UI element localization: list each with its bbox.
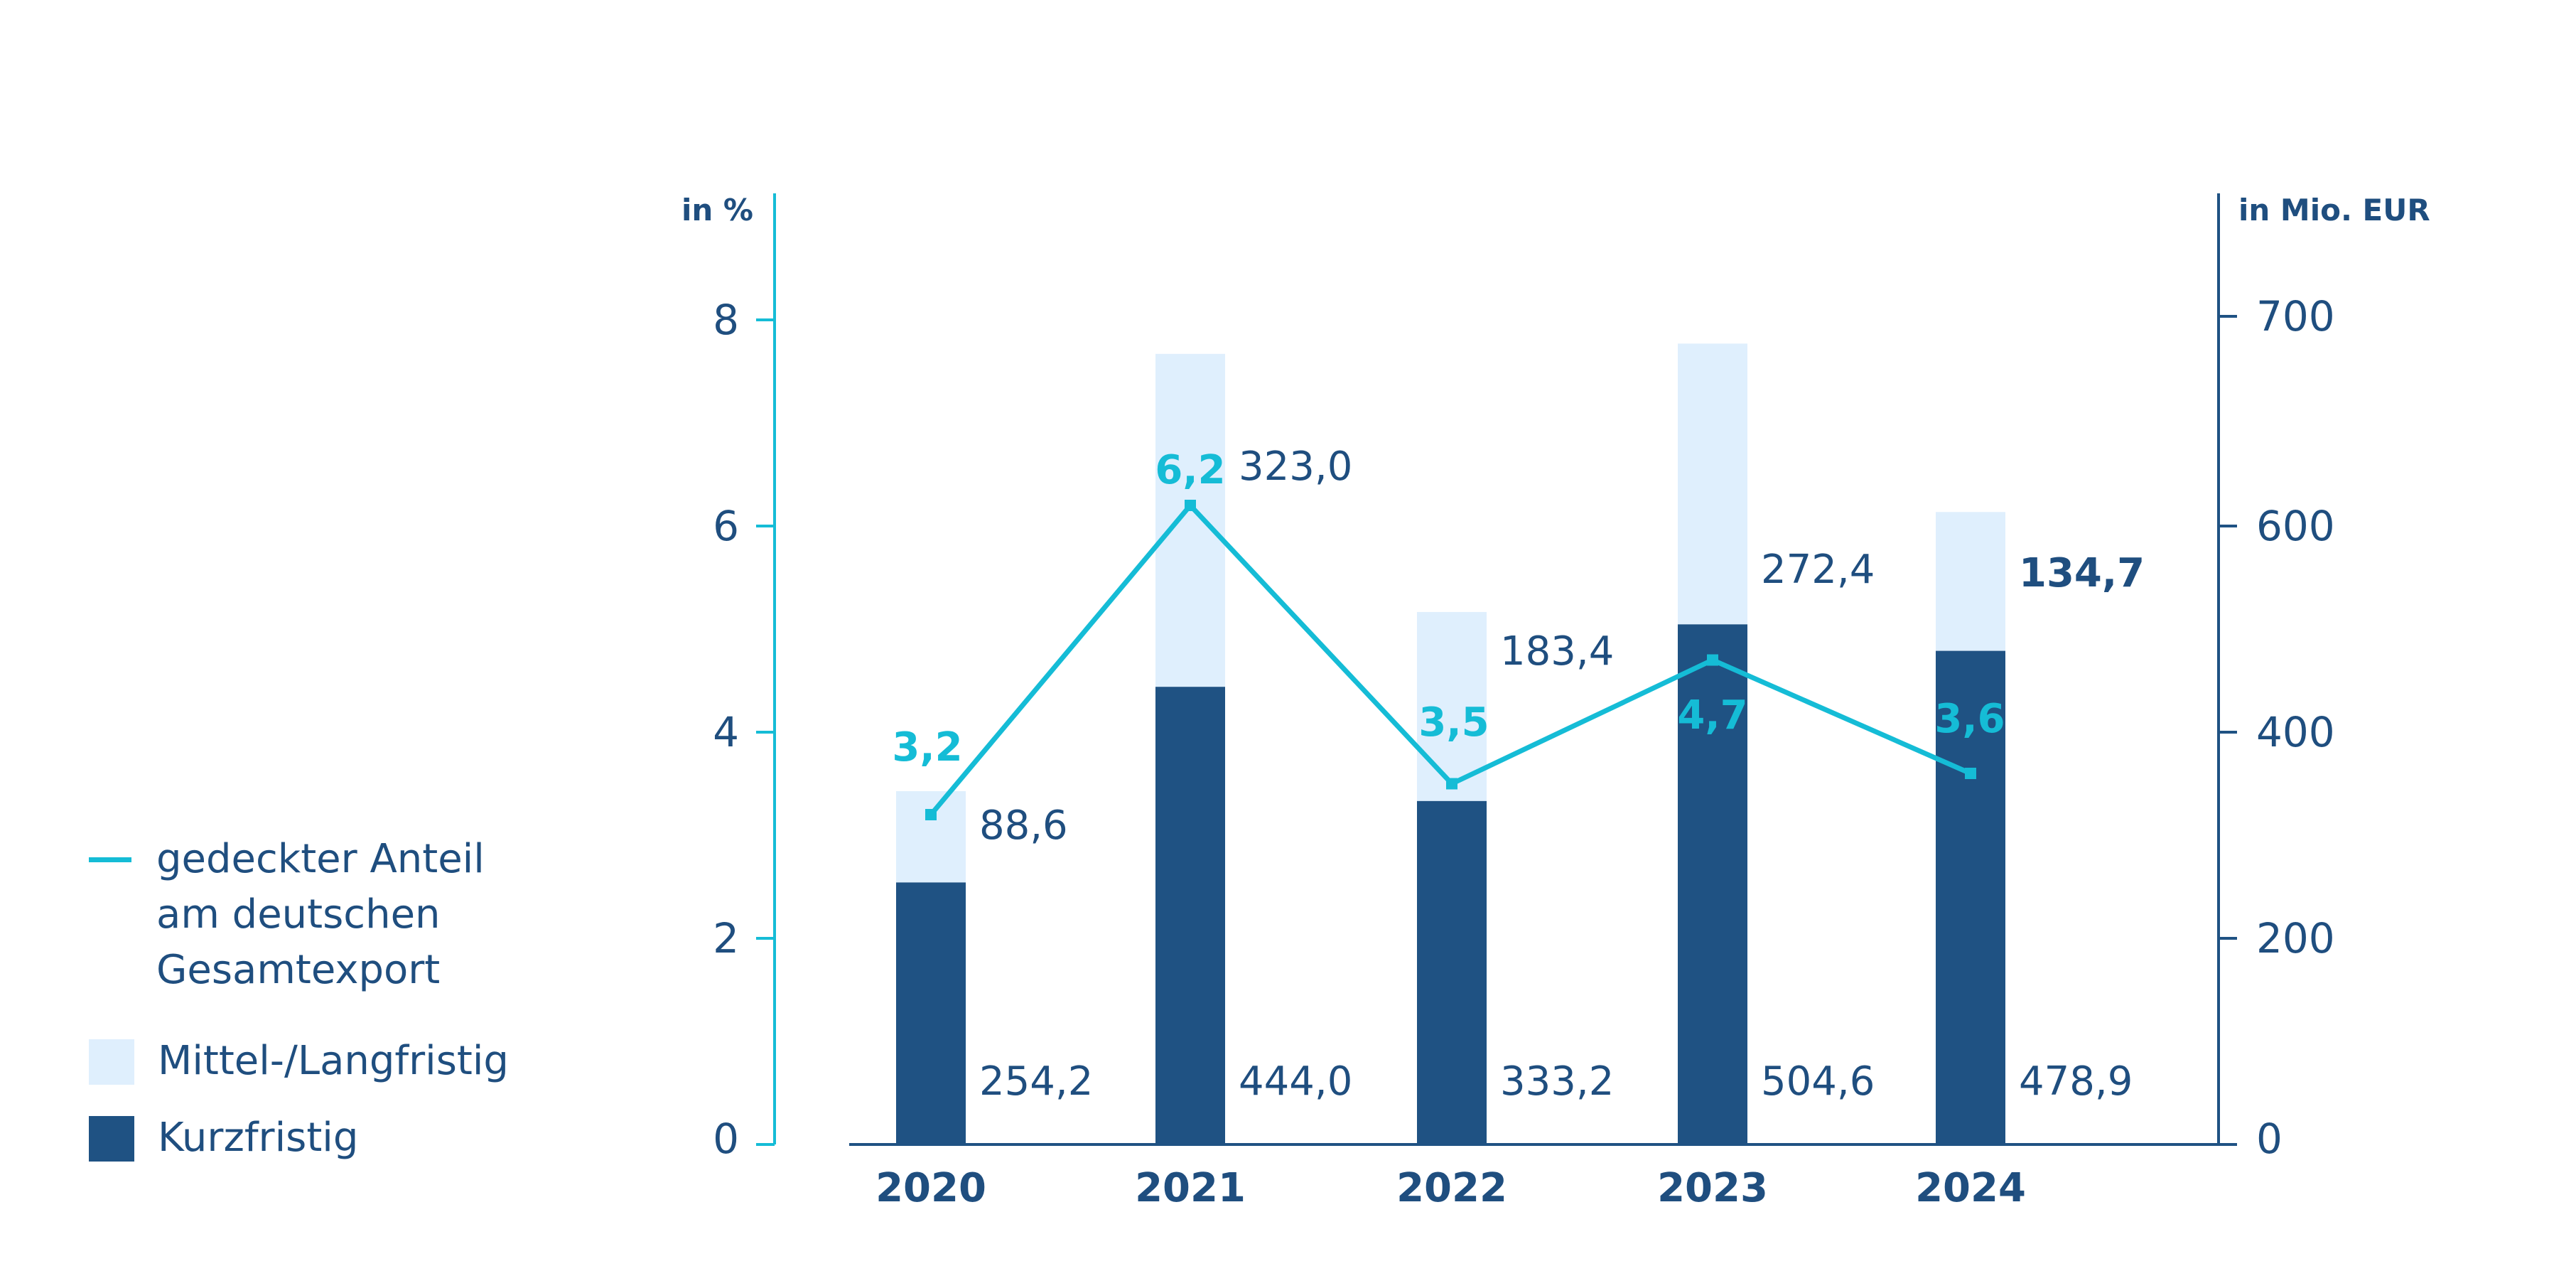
legend-item-line: gedeckter Anteil am deutschen Gesamtexpo… (89, 832, 586, 998)
line-label-2021: 6,2 (1155, 447, 1225, 493)
bar-label-mid-long-2022: 183,4 (1500, 628, 1614, 675)
bar-label-mid-long-2021: 323,0 (1239, 444, 1352, 490)
line-point-2022 (1446, 778, 1457, 790)
left-tick-label-8: 8 (713, 296, 739, 344)
line-point-2020 (925, 809, 937, 820)
x-tick-label-2024: 2024 (1915, 1165, 2026, 1211)
left-tick-label-4: 4 (713, 708, 739, 756)
line-point-2024 (1965, 768, 1976, 779)
bar-label-short-2024: 478,9 (2019, 1058, 2133, 1105)
x-tick-label-2021: 2021 (1135, 1165, 1246, 1211)
bar-short-2020 (896, 882, 966, 1144)
left-axis-title: in % (681, 193, 753, 227)
line-point-2023 (1707, 654, 1718, 666)
line-label-2023: 4,7 (1677, 692, 1747, 739)
legend-line-label-2: am deutschen (156, 891, 441, 938)
x-tick-label-2023: 2023 (1657, 1165, 1768, 1211)
bar-mid-long-2021 (1155, 353, 1225, 687)
bar-mid-long-2020 (896, 790, 966, 883)
bar-short-2022 (1417, 800, 1487, 1144)
bar-short-2024 (1936, 650, 2005, 1144)
legend-mid-long-label: Mittel-/Langfristig (158, 1038, 509, 1084)
legend: gedeckter Anteil am deutschen Gesamtexpo… (89, 832, 586, 1201)
bars-group (896, 343, 2005, 1144)
legend-line-swatch (89, 857, 131, 862)
legend-line-label-1: gedeckter Anteil (156, 836, 485, 882)
right-tick-label-200: 200 (2256, 914, 2335, 962)
legend-line-label: gedeckter Anteil am deutschen Gesamtexpo… (156, 832, 485, 998)
line-point-2021 (1185, 500, 1196, 511)
bar-label-mid-long-2023: 272,4 (1761, 547, 1875, 593)
right-tick-label-700: 700 (2256, 292, 2335, 340)
legend-item-short: Kurzfristig (89, 1110, 586, 1166)
bar-short-2021 (1155, 687, 1225, 1144)
legend-line-label-3: Gesamtexport (156, 947, 441, 993)
right-axis-title: in Mio. EUR (2238, 193, 2430, 227)
bar-label-mid-long-2020: 88,6 (979, 803, 1068, 849)
left-tick-label-2: 2 (713, 914, 739, 962)
line-label-2022: 3,5 (1418, 699, 1489, 746)
legend-item-mid-long: Mittel-/Langfristig (89, 1034, 586, 1089)
bar-mid-long-2023 (1678, 343, 1747, 625)
bar-label-short-2021: 444,0 (1239, 1058, 1352, 1105)
left-tick-label-6: 6 (713, 502, 739, 550)
bar-label-short-2023: 504,6 (1761, 1058, 1875, 1105)
bar-label-short-2020: 254,2 (979, 1058, 1093, 1105)
right-tick-label-400: 400 (2256, 708, 2335, 756)
line-label-2024: 3,6 (1934, 696, 2005, 742)
legend-short-label: Kurzfristig (158, 1115, 359, 1161)
right-tick-label-0: 0 (2256, 1115, 2283, 1163)
legend-mid-long-swatch (89, 1039, 134, 1085)
legend-short-swatch (89, 1116, 134, 1162)
bar-label-short-2022: 333,2 (1500, 1058, 1614, 1105)
bar-mid-long-2022 (1417, 611, 1487, 801)
left-tick-label-0: 0 (713, 1115, 739, 1163)
x-tick-label-2022: 2022 (1396, 1165, 1507, 1211)
bar-label-mid-long-2024: 134,7 (2019, 550, 2145, 596)
line-label-2020: 3,2 (892, 724, 962, 771)
right-tick-label-600: 600 (2256, 502, 2335, 550)
x-tick-label-2020: 2020 (875, 1165, 986, 1211)
bar-short-2023 (1678, 624, 1747, 1144)
bar-mid-long-2024 (1936, 512, 2005, 651)
